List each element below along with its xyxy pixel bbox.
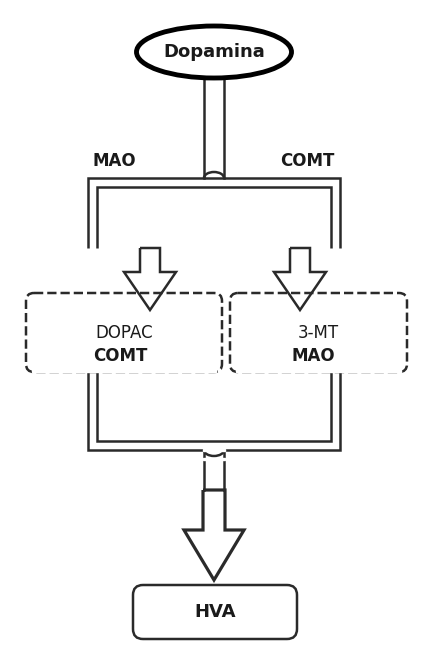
FancyBboxPatch shape <box>26 293 222 372</box>
Text: DOPAC: DOPAC <box>95 323 153 342</box>
Polygon shape <box>124 248 176 310</box>
Text: 3-MT: 3-MT <box>298 323 339 342</box>
Polygon shape <box>184 490 244 580</box>
Polygon shape <box>204 78 224 178</box>
FancyBboxPatch shape <box>230 293 407 372</box>
Text: MAO: MAO <box>291 347 335 365</box>
FancyBboxPatch shape <box>133 585 297 639</box>
Text: COMT: COMT <box>281 152 335 170</box>
Text: HVA: HVA <box>194 603 236 621</box>
Text: MAO: MAO <box>93 152 137 170</box>
Polygon shape <box>204 450 224 490</box>
Polygon shape <box>203 449 225 451</box>
Polygon shape <box>274 248 326 310</box>
Polygon shape <box>32 368 216 372</box>
Ellipse shape <box>137 26 291 78</box>
Polygon shape <box>236 368 401 372</box>
Polygon shape <box>203 458 225 460</box>
Text: Dopamina: Dopamina <box>163 43 265 61</box>
Text: COMT: COMT <box>93 347 147 365</box>
